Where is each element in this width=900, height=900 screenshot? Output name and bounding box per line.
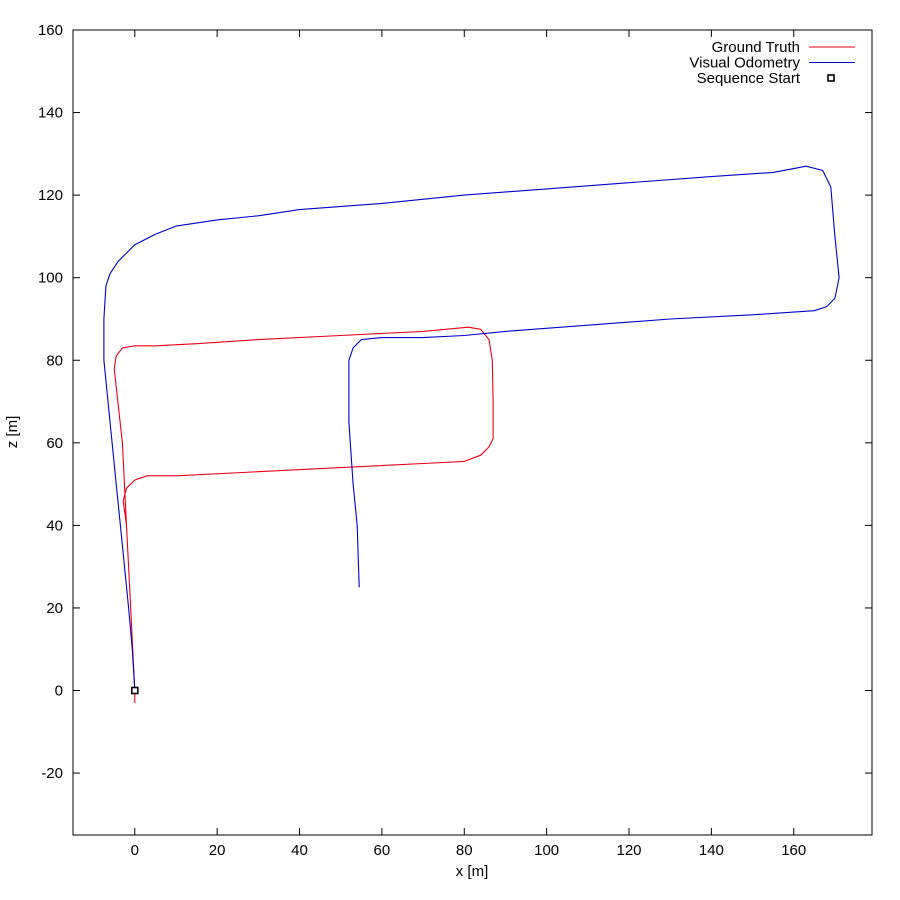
legend-label: Visual Odometry [689, 55, 800, 72]
series-layer [103, 165, 840, 703]
x-axis-label: x [m] [456, 863, 489, 880]
sequence-start-marker [130, 686, 139, 695]
x-tick-label: 20 [209, 842, 226, 859]
y-tick-label: 20 [46, 600, 63, 617]
y-tick-label: -20 [41, 765, 63, 782]
x-tick-label: 120 [616, 842, 641, 859]
legend-marker-swatch [827, 74, 835, 82]
y-tick-label: 0 [55, 683, 63, 700]
y-tick-label: 120 [38, 187, 63, 204]
series-line-ground-truth [113, 326, 494, 703]
y-tick-label: 100 [38, 270, 63, 287]
y-tick-label: 40 [46, 517, 63, 534]
y-axis-ticks: -20 0 20 40 60 80 100 120 140 160 [38, 22, 872, 782]
x-tick-label: 80 [456, 842, 473, 859]
x-tick-label: 160 [781, 842, 806, 859]
x-tick-label: 60 [374, 842, 391, 859]
series-line-visual-odometry [103, 165, 840, 691]
x-tick-label: 100 [534, 842, 559, 859]
legend-label: Ground Truth [712, 39, 800, 56]
legend-label: Sequence Start [697, 70, 801, 87]
y-axis-label: z [m] [4, 416, 21, 449]
marker-layer [130, 686, 139, 695]
y-tick-label: 140 [38, 105, 63, 122]
plot-frame [72, 29, 873, 836]
x-tick-label: 140 [699, 842, 724, 859]
y-tick-label: 160 [38, 22, 63, 39]
y-tick-label: 60 [46, 435, 63, 452]
x-axis-ticks: 0 20 40 60 80 100 120 140 160 [131, 30, 806, 859]
y-tick-label: 80 [46, 352, 63, 369]
x-tick-label: 40 [291, 842, 308, 859]
x-tick-label: 0 [131, 842, 139, 859]
